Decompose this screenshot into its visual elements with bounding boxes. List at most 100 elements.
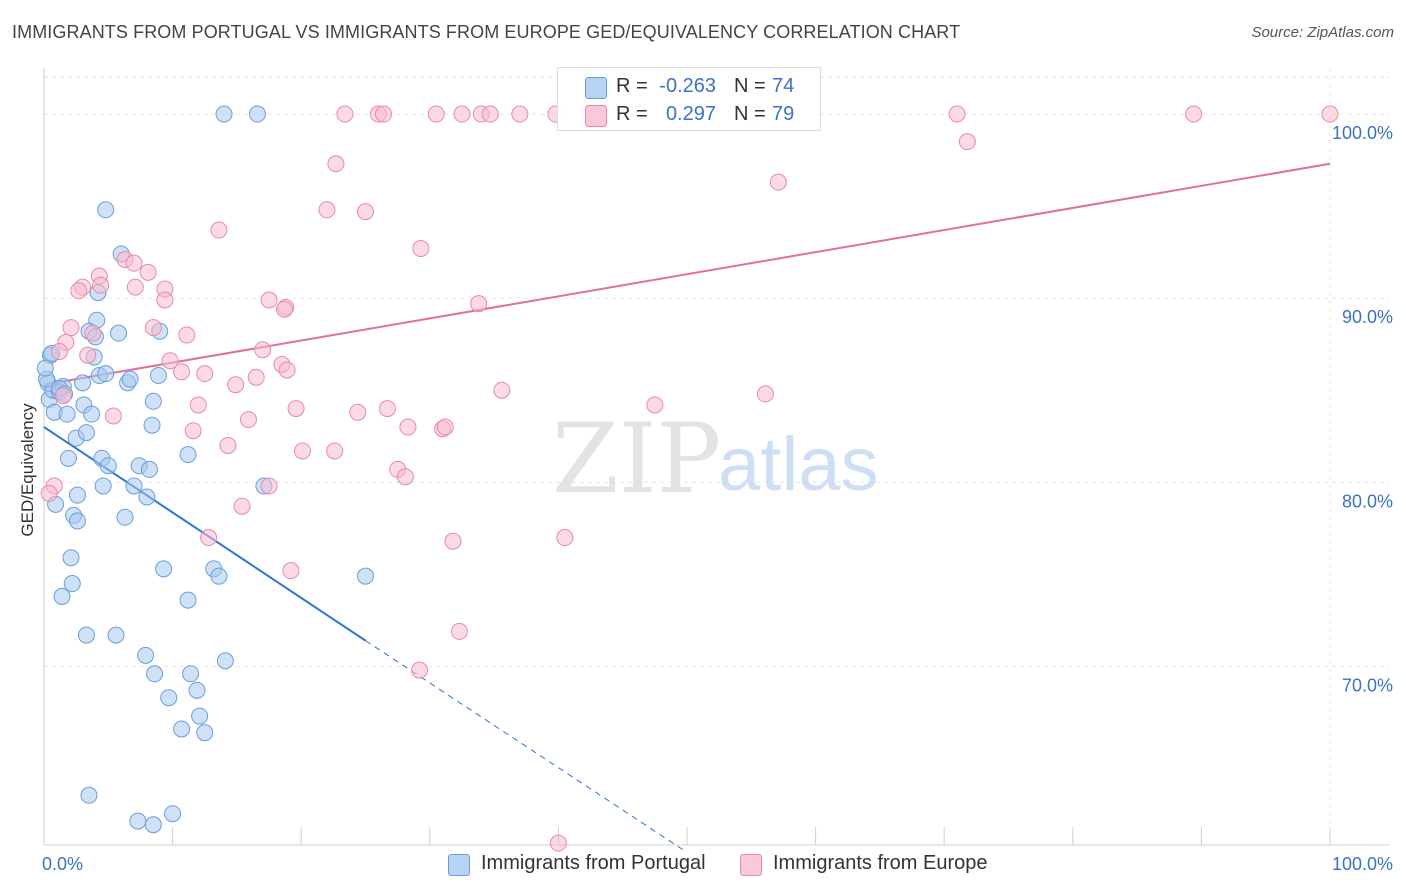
portugal-swatch: [585, 77, 607, 99]
europe-point: [549, 834, 567, 852]
portugal-point: [97, 365, 115, 383]
trend-line-portugal-extension: [365, 640, 688, 853]
legend-label-europe: Immigrants from Europe: [773, 852, 988, 874]
europe-point: [646, 396, 664, 414]
chart-title: IMMIGRANTS FROM PORTUGAL VS IMMIGRANTS F…: [12, 22, 961, 42]
europe-point: [173, 363, 191, 381]
portugal-point: [137, 646, 155, 664]
europe-point: [327, 155, 345, 173]
portugal-point: [357, 567, 374, 585]
europe-point: [349, 403, 367, 421]
europe-point: [436, 418, 454, 436]
europe-swatch: [585, 105, 607, 127]
y-tick-label: 90.0%: [1342, 307, 1393, 327]
watermark-zip: ZIP: [552, 403, 721, 515]
europe-point: [470, 295, 488, 313]
r-value: 0.297: [665, 103, 716, 125]
europe-point: [254, 341, 272, 359]
portugal-point: [77, 626, 95, 644]
europe-point: [54, 387, 72, 405]
trend-line-europe: [43, 162, 1331, 386]
data-points: [36, 105, 1339, 852]
portugal-point: [94, 477, 112, 495]
europe-point: [396, 468, 414, 486]
source-label: Source: ZipAtlas.com: [1251, 24, 1394, 41]
portugal-point: [173, 720, 191, 738]
europe-point: [92, 276, 110, 294]
portugal-point: [59, 449, 77, 467]
y-tick-label: 70.0%: [1342, 675, 1393, 695]
europe-point: [79, 346, 97, 364]
portugal-point: [121, 370, 139, 388]
portugal-point: [155, 560, 173, 578]
europe-point: [287, 400, 305, 418]
r-value: -0.263: [659, 75, 716, 97]
europe-point: [412, 239, 430, 257]
portugal-point: [77, 424, 95, 442]
europe-point: [275, 300, 293, 318]
europe-point: [357, 203, 374, 221]
europe-point: [247, 368, 265, 386]
europe-point: [399, 418, 417, 436]
y-tick-label: 80.0%: [1342, 491, 1393, 511]
europe-point: [184, 422, 202, 440]
portugal-point: [215, 105, 233, 123]
portugal-point: [116, 508, 134, 526]
europe-point: [493, 381, 511, 399]
portugal-point: [149, 366, 167, 384]
europe-point: [1321, 105, 1339, 123]
europe-point: [1185, 105, 1203, 123]
portugal-point: [179, 446, 197, 464]
legend-label-portugal: Immigrants from Portugal: [481, 852, 706, 874]
europe-point: [444, 532, 462, 550]
europe-point: [375, 105, 393, 123]
portugal-point: [99, 457, 117, 475]
europe-point: [378, 400, 396, 418]
portugal-point: [62, 549, 80, 567]
correlation-stats-box: R = -0.263 N = 74 R = 0.297 N = 79: [557, 67, 821, 131]
europe-point: [481, 105, 499, 123]
europe-point: [178, 326, 196, 344]
europe-point: [326, 442, 344, 460]
stats-row-portugal: R = -0.263 N = 74: [558, 74, 820, 100]
x-tick-label: 0.0%: [42, 854, 83, 874]
stats-row-europe: R = 0.297 N = 79: [558, 102, 820, 128]
europe-swatch: [740, 854, 762, 876]
portugal-point: [110, 324, 128, 342]
europe-point: [450, 622, 468, 640]
europe-point: [260, 477, 278, 495]
europe-point: [144, 319, 162, 337]
axes: [43, 68, 1390, 846]
europe-point: [453, 105, 471, 123]
portugal-point: [138, 488, 156, 506]
europe-point: [125, 254, 143, 272]
europe-point: [189, 396, 207, 414]
n-value: 79: [772, 103, 795, 125]
europe-point: [104, 407, 122, 425]
portugal-point: [164, 805, 182, 823]
europe-point: [70, 282, 88, 300]
portugal-point: [144, 816, 162, 834]
portugal-point: [143, 416, 161, 434]
portugal-point: [97, 201, 115, 219]
portugal-point: [248, 105, 266, 123]
europe-point: [756, 385, 774, 403]
portugal-point: [216, 652, 234, 670]
portugal-point: [144, 392, 162, 410]
portugal-point: [129, 812, 147, 830]
x-tick-label: 100.0%: [1332, 854, 1393, 874]
europe-point: [282, 562, 300, 580]
watermark-atlas: atlas: [718, 422, 879, 507]
europe-point: [278, 361, 296, 379]
portugal-point: [74, 374, 92, 392]
europe-point: [411, 661, 429, 679]
europe-point: [161, 352, 179, 370]
portugal-point: [210, 567, 228, 585]
europe-point: [84, 324, 102, 342]
y-tick-label: 100.0%: [1332, 123, 1393, 143]
tick-labels: 70.0% 80.0% 90.0% 100.0% 0.0% 100.0%: [42, 123, 1393, 874]
europe-point: [336, 105, 354, 123]
europe-point: [511, 105, 529, 123]
